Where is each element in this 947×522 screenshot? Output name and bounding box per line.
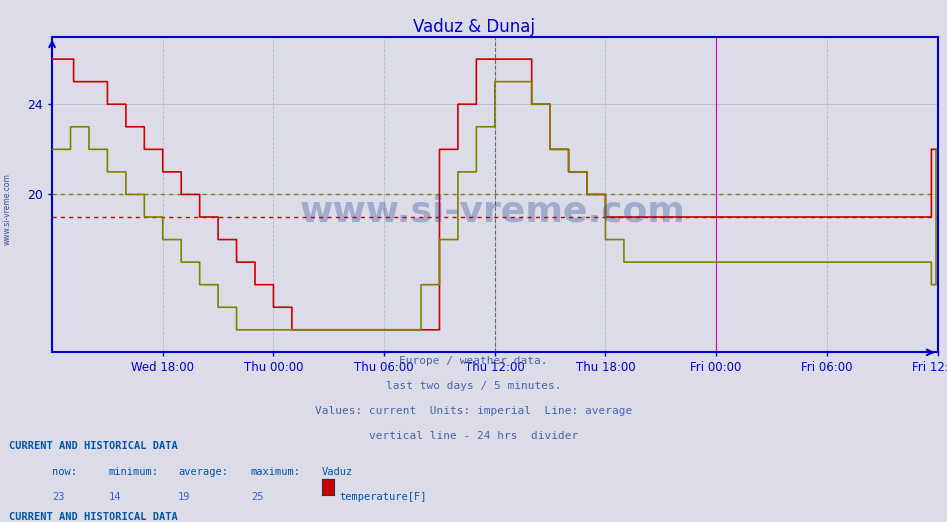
Text: average:: average: (178, 467, 228, 477)
Text: www.si-vreme.com: www.si-vreme.com (3, 173, 12, 245)
Text: last two days / 5 minutes.: last two days / 5 minutes. (385, 381, 562, 391)
Text: Europe / weather data.: Europe / weather data. (400, 356, 547, 366)
Text: 23: 23 (52, 492, 64, 502)
Text: CURRENT AND HISTORICAL DATA: CURRENT AND HISTORICAL DATA (9, 512, 178, 521)
Text: minimum:: minimum: (109, 467, 159, 477)
Text: 14: 14 (109, 492, 121, 502)
Text: Vaduz & Dunaj: Vaduz & Dunaj (413, 18, 534, 36)
Text: now:: now: (52, 467, 77, 477)
Text: vertical line - 24 hrs  divider: vertical line - 24 hrs divider (369, 431, 578, 441)
Text: www.si-vreme.com: www.si-vreme.com (299, 194, 686, 229)
Text: CURRENT AND HISTORICAL DATA: CURRENT AND HISTORICAL DATA (9, 441, 178, 451)
Text: temperature[F]: temperature[F] (339, 492, 426, 502)
Text: 19: 19 (178, 492, 190, 502)
Text: Values: current  Units: imperial  Line: average: Values: current Units: imperial Line: av… (314, 406, 633, 416)
Text: 25: 25 (251, 492, 263, 502)
Text: Vaduz: Vaduz (322, 467, 353, 477)
Text: maximum:: maximum: (251, 467, 301, 477)
